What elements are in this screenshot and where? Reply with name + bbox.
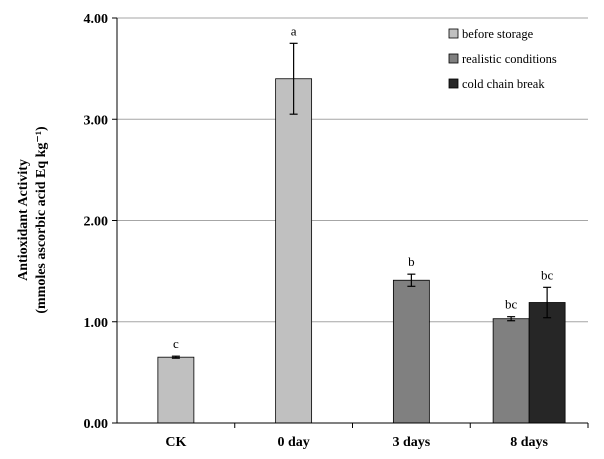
- significance-label: a: [291, 23, 297, 38]
- y-tick-label: 1.00: [84, 316, 109, 331]
- legend-label: realistic conditions: [462, 52, 557, 66]
- significance-label: c: [173, 336, 179, 351]
- significance-label: b: [408, 254, 415, 269]
- y-axis-label-line2: (mmoles ascorbic acid Eq kg⁻¹): [34, 126, 49, 314]
- x-category-label: 8 days: [510, 435, 548, 450]
- significance-label: bc: [505, 297, 518, 312]
- x-axis-categories: CK 0 day 3 days 8 days: [165, 423, 589, 450]
- legend-swatch: [448, 53, 459, 64]
- bar: [275, 78, 313, 424]
- legend-swatch: [448, 28, 459, 39]
- y-axis-label-line1: Antioxidant Activity: [16, 159, 31, 281]
- legend-swatch: [448, 78, 459, 89]
- significance-label: bc: [541, 267, 554, 282]
- legend-label: cold chain break: [462, 77, 545, 91]
- y-tick-label: 4.00: [84, 12, 109, 27]
- significance-labels: c a b bc bc: [173, 23, 554, 351]
- y-tick-label: 0.00: [84, 417, 109, 432]
- bars: [157, 78, 566, 424]
- y-tick-label: 2.00: [84, 215, 109, 230]
- x-category-label: 3 days: [393, 435, 431, 450]
- bar: [157, 356, 195, 424]
- y-tick-label: 3.00: [84, 113, 109, 128]
- x-category-label: 0 day: [277, 435, 309, 450]
- error-bars: [171, 42, 552, 359]
- x-category-label: CK: [165, 435, 186, 450]
- bar: [492, 318, 530, 424]
- bar: [528, 302, 566, 424]
- legend-label: before storage: [462, 27, 534, 41]
- bar: [392, 279, 430, 424]
- y-axis-label: Antioxidant Activity (mmoles ascorbic ac…: [16, 126, 49, 314]
- y-axis-ticks: 0.00 1.00 2.00 3.00 4.00: [84, 12, 117, 432]
- legend: before storage realistic conditions cold c…: [448, 27, 557, 91]
